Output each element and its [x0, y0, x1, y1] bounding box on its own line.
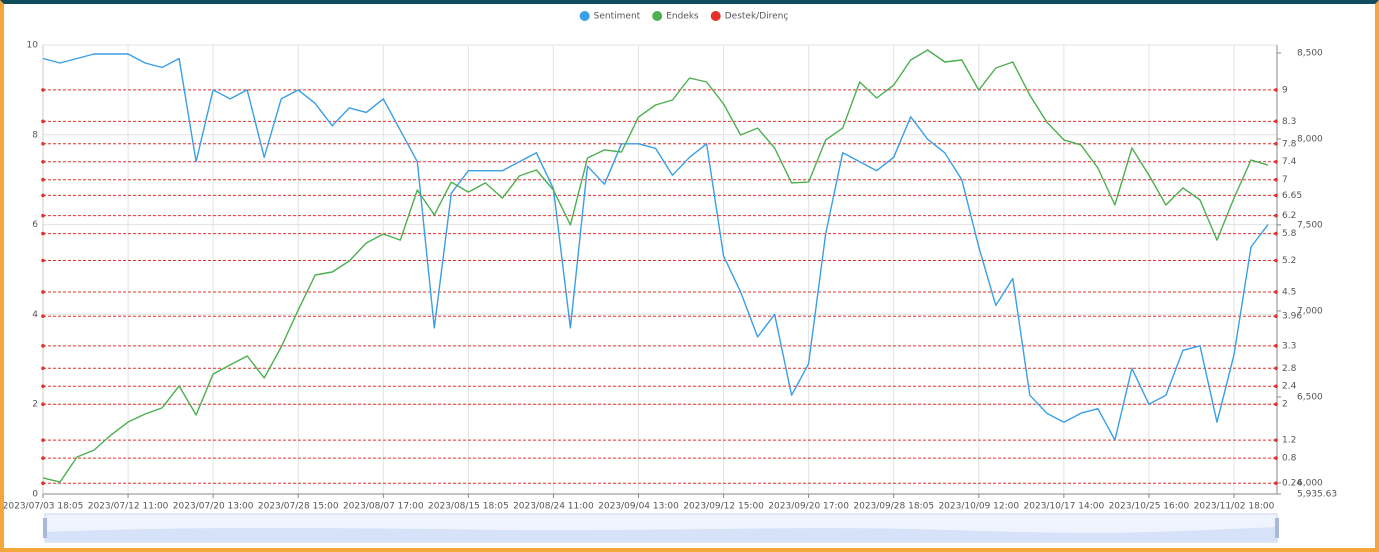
y2-tick-label: 6,000	[1297, 478, 1323, 488]
reference-label: 4.5	[1282, 287, 1296, 297]
x-tick-label: 2023/09/28 18:05	[853, 502, 934, 512]
reference-label: 0.8	[1282, 454, 1297, 464]
reference-label: 3.96	[1282, 312, 1302, 322]
x-tick-label: 2023/09/12 15:00	[683, 502, 764, 512]
legend-label: Destek/Direnç	[725, 12, 789, 22]
y2-tick-label: 8,000	[1297, 134, 1323, 144]
x-tick-label: 2023/07/03 18:05	[4, 502, 83, 512]
y-tick-label: 6	[32, 220, 38, 230]
x-tick-label: 2023/07/12 11:00	[88, 502, 169, 512]
reference-label: 5.2	[1282, 256, 1296, 266]
reference-label: 5.8	[1282, 229, 1297, 239]
reference-dot	[1274, 177, 1278, 182]
reference-label: 8.3	[1282, 117, 1296, 127]
reference-dot	[41, 366, 45, 371]
y-tick-label: 0	[32, 490, 38, 500]
reference-dot	[1274, 213, 1278, 218]
reference-dot	[41, 344, 45, 348]
reference-dot	[1274, 88, 1278, 92]
y2-tick-label: 8,500	[1297, 48, 1323, 58]
reference-dot	[41, 402, 45, 407]
y2-tick-label: 6,500	[1297, 392, 1323, 402]
reference-dot	[1274, 231, 1278, 236]
line-series	[42, 53, 1269, 441]
x-tick-label: 2023/08/24 11:00	[513, 502, 594, 512]
chart: 0 2 4 6 8 10 2023/07/03 18:05 2023/07/12 11:00 2…	[4, 11, 1337, 543]
reference-dot	[41, 231, 45, 236]
x-tick-label: 2023/10/25 16:00	[1109, 502, 1190, 512]
reference-dot	[41, 177, 45, 182]
reference-dot	[1274, 119, 1278, 124]
reference-label: 1.2	[1282, 436, 1296, 446]
reference-dot	[41, 88, 45, 92]
x-tick-label: 2023/10/17 14:00	[1024, 502, 1105, 512]
x-tick-label: 2023/08/07 17:00	[343, 502, 424, 512]
reference-label: 7.4	[1282, 157, 1297, 167]
x-tick-label: 2023/07/28 15:00	[258, 502, 339, 512]
reference-label: 0.24	[1282, 479, 1302, 489]
reference-dot	[1274, 344, 1278, 348]
zoom-handle[interactable]	[1275, 518, 1279, 538]
reference-dot	[1274, 141, 1278, 146]
reference-dot	[41, 141, 45, 146]
reference-label: 9	[1282, 85, 1288, 95]
legend-marker	[579, 11, 590, 21]
y2-tick-label: 5,935.63	[1297, 490, 1337, 500]
reference-label: 6.65	[1282, 191, 1302, 201]
x-tick-label: 2023/07/20 13:00	[173, 502, 254, 512]
reference-dot	[41, 213, 45, 218]
x-tick-label: 2023/09/04 13:00	[598, 502, 679, 512]
reference-dot	[41, 159, 45, 164]
reference-dot	[1274, 290, 1278, 294]
y-tick-label: 4	[32, 310, 38, 320]
reference-dot	[41, 193, 45, 198]
reference-dot	[41, 258, 45, 263]
reference-dot	[41, 119, 45, 124]
x-tick-label: 2023/10/09 12:00	[938, 502, 1019, 512]
reference-dot	[1274, 314, 1278, 318]
reference-dot	[41, 290, 45, 294]
reference-dot	[41, 456, 45, 460]
reference-dot	[1274, 402, 1278, 407]
reference-label: 6.2	[1282, 211, 1296, 221]
reference-dot	[41, 438, 45, 442]
reference-dot	[1274, 159, 1278, 164]
legend-label: Endeks	[666, 12, 699, 22]
reference-dot	[1274, 366, 1278, 371]
x-tick-label: 2023/09/20 17:00	[768, 502, 849, 512]
reference-label: 2	[1282, 400, 1288, 410]
reference-dot	[1274, 456, 1278, 460]
reference-dot	[41, 314, 45, 318]
reference-label: 3.3	[1282, 341, 1296, 351]
legend-label: Sentiment	[594, 12, 641, 22]
reference-dot	[1274, 481, 1278, 486]
zoom-slider-preview	[45, 527, 1277, 542]
reference-dot	[1274, 258, 1278, 263]
reference-dot	[1274, 438, 1278, 442]
reference-label: 7.8	[1282, 139, 1297, 149]
line-series	[42, 49, 1269, 483]
reference-dot	[1274, 384, 1278, 389]
reference-dot	[41, 384, 45, 389]
y2-tick-label: 7,000	[1297, 306, 1323, 316]
reference-dot	[1274, 193, 1278, 198]
y-tick-label: 8	[32, 130, 38, 140]
zoom-handle[interactable]	[43, 518, 47, 538]
legend-marker	[710, 11, 721, 21]
y2-tick-label: 7,500	[1297, 220, 1323, 230]
y-tick-label: 2	[32, 400, 38, 410]
reference-label: 2.4	[1282, 382, 1297, 392]
legend-marker	[652, 11, 663, 21]
x-tick-label: 2023/08/15 18:05	[428, 502, 509, 512]
x-tick-label: 2023/11/02 18:00	[1194, 502, 1275, 512]
reference-dot	[41, 481, 45, 486]
reference-label: 7	[1282, 175, 1288, 185]
y-tick-label: 10	[27, 41, 39, 51]
reference-label: 2.8	[1282, 364, 1297, 374]
